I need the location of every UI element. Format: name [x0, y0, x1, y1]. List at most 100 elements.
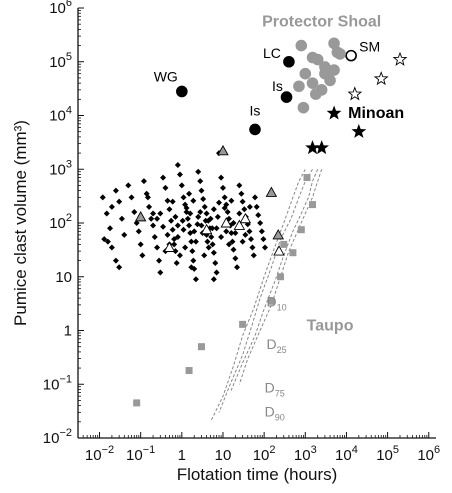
circle-point-3-3 — [249, 123, 261, 136]
diamond-point-0-91 — [257, 220, 264, 226]
diamond-point-0-81 — [241, 206, 248, 213]
square-point-8-9 — [303, 174, 311, 182]
diamond-point-0-73 — [228, 230, 235, 237]
diamond-point-0-44 — [184, 215, 191, 222]
group-label-protector-shoal: Protector Shoal — [262, 14, 381, 31]
diamond-point-0-138 — [164, 231, 171, 238]
diamond-point-0-0 — [99, 194, 106, 201]
x-tick-label-2: 1 — [178, 447, 186, 464]
triangle-point-2-2 — [220, 217, 233, 228]
d-curve-3 — [218, 169, 313, 413]
triangle-point-2-3 — [233, 219, 246, 230]
square-point-8-8 — [309, 201, 317, 209]
diamond-point-0-62 — [210, 249, 217, 256]
group-label-minoan: Minoan — [348, 105, 404, 122]
diamond-point-0-39 — [176, 171, 183, 178]
diamond-point-0-40 — [178, 182, 185, 189]
diamond-point-0-137 — [154, 215, 161, 222]
diamond-point-0-96 — [174, 233, 181, 240]
square-point-8-3 — [239, 320, 247, 328]
point-label-lc-1: LC — [263, 45, 281, 61]
circle-point-3-0 — [176, 85, 188, 98]
diamond-point-0-28 — [157, 269, 164, 276]
diamond-point-0-113 — [188, 264, 195, 271]
diamond-point-0-56 — [201, 203, 208, 210]
diamond-point-0-70 — [224, 209, 231, 216]
diamond-point-0-104 — [195, 213, 202, 220]
diamond-point-0-41 — [180, 194, 187, 201]
star-point-7-0 — [326, 105, 342, 120]
diamond-point-0-9 — [104, 238, 111, 245]
circle-point-5-0 — [295, 39, 308, 52]
diamond-point-0-4 — [112, 187, 119, 194]
diamond-point-0-10 — [108, 244, 115, 251]
diamond-point-0-115 — [210, 276, 217, 283]
y-tick-label-3: 10 — [55, 269, 72, 286]
diamond-point-0-92 — [258, 228, 265, 235]
diamond-point-0-122 — [218, 233, 225, 240]
diamond-point-0-55 — [200, 195, 207, 202]
diamond-point-0-93 — [260, 236, 267, 243]
diamond-point-0-49 — [190, 257, 197, 264]
diamond-point-0-140 — [179, 217, 186, 224]
diamond-point-0-107 — [223, 228, 230, 235]
diamond-point-0-2 — [107, 225, 114, 232]
d-label-25: D25 — [266, 336, 286, 355]
diamond-point-0-136 — [144, 194, 151, 201]
diamond-point-0-57 — [203, 210, 210, 217]
diamond-point-0-18 — [137, 241, 144, 248]
diamond-point-0-109 — [236, 210, 243, 217]
labels-group: Protector Shoal Minoan Taupo WG LC SM Is Is D10 D… — [154, 14, 404, 423]
d-label-90: D90 — [265, 404, 285, 423]
diamond-point-0-79 — [238, 190, 245, 197]
diamond-point-0-12 — [116, 264, 123, 271]
d-label-75: D75 — [265, 380, 285, 399]
diamond-point-0-14 — [128, 194, 135, 201]
diamond-point-0-29 — [160, 174, 167, 181]
x-tick-label-4: 102 — [253, 444, 276, 464]
diamond-point-0-97 — [182, 244, 189, 251]
x-tick-label-8: 106 — [417, 444, 440, 464]
diamond-point-0-89 — [253, 203, 260, 210]
diamond-point-0-145 — [207, 215, 214, 222]
star-point-7-1 — [351, 123, 367, 138]
square-point-8-2 — [197, 343, 205, 351]
diamond-point-0-20 — [140, 178, 147, 185]
x-tick-label-5: 103 — [294, 444, 317, 464]
diamond-point-0-105 — [210, 206, 217, 213]
circle-point-5-6 — [306, 77, 319, 89]
diamond-point-0-110 — [242, 231, 249, 238]
diamond-point-0-13 — [125, 182, 132, 189]
diamond-point-0-121 — [205, 244, 212, 251]
diamond-point-0-108 — [230, 220, 237, 226]
diamond-point-0-23 — [148, 215, 155, 222]
diamond-point-0-98 — [191, 228, 198, 235]
star-point-6-0 — [347, 86, 363, 101]
diamond-point-0-124 — [232, 230, 239, 237]
square-point-8-10 — [280, 240, 288, 248]
diamond-point-0-68 — [221, 194, 228, 201]
diamond-point-0-127 — [174, 222, 181, 229]
diamond-point-0-94 — [262, 244, 269, 251]
diamond-point-0-61 — [209, 241, 216, 248]
diamond-point-0-51 — [192, 276, 199, 283]
diamond-point-0-131 — [202, 217, 209, 224]
diamond-point-0-86 — [249, 244, 256, 251]
diamond-point-0-74 — [229, 238, 236, 245]
star-point-7-3 — [314, 140, 330, 155]
diamond-point-0-36 — [172, 248, 179, 255]
star-point-6-2 — [392, 51, 408, 66]
triangle-point-2-0 — [163, 241, 176, 252]
triangle-point-2-4 — [273, 245, 285, 256]
diamond-point-0-130 — [197, 209, 204, 216]
triangle-point-2-1 — [200, 223, 213, 235]
y-tick-label-8: 106 — [49, 0, 72, 17]
d-label-10: D10 — [266, 293, 286, 312]
diamond-point-0-101 — [157, 210, 164, 217]
square-point-8-7 — [297, 226, 305, 234]
square-point-8-4 — [267, 297, 275, 305]
y-tick-label-5: 103 — [49, 158, 72, 178]
y-tick-label-4: 102 — [49, 212, 72, 232]
diamond-point-0-34 — [169, 226, 176, 233]
x-tick-label-6: 104 — [335, 444, 358, 464]
